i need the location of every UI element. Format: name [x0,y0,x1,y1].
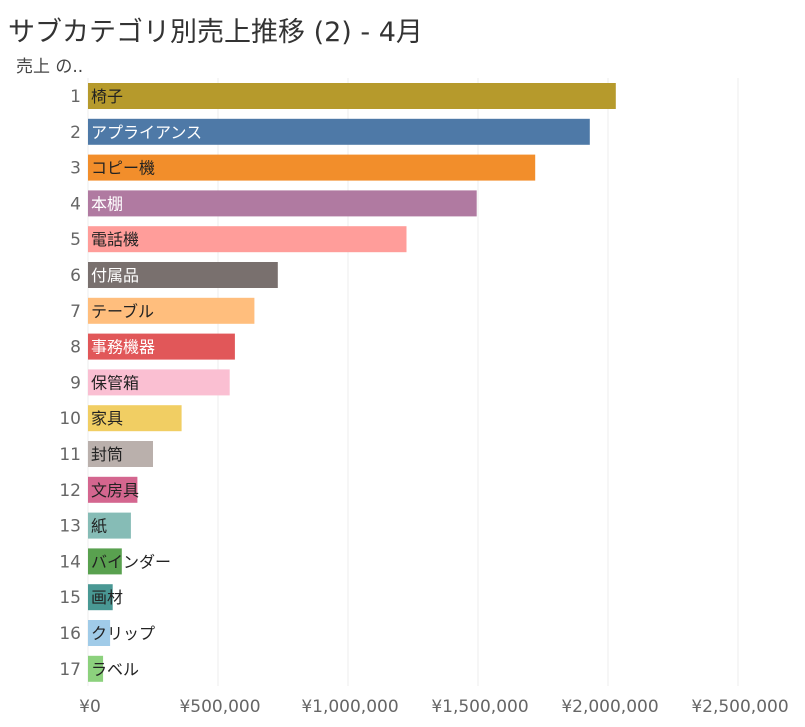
rank-label: 13 [59,517,81,537]
bar [88,262,278,288]
rank-label: 14 [59,552,81,572]
category-label: 紙 [91,517,107,536]
bar [88,369,230,396]
bar [88,441,153,467]
category-label: 画材 [91,588,123,607]
category-label: クリップ [91,624,155,643]
rank-label: 17 [59,660,81,680]
bar [88,476,138,503]
rank-label: 4 [70,194,81,214]
x-tick-label: ¥2,500,000 [691,697,788,717]
bar [88,548,122,575]
bar [88,512,131,539]
rank-label: 15 [59,588,81,608]
bars: 1 椅子 2 アプライアンス 3 コピー機 4 本棚 5 電話機 6 付属品 7 テーブル 8 事務機器 9 保管… [59,83,616,682]
x-tick-label: ¥500,000 [179,697,260,717]
category-label: 付属品 [91,266,139,285]
rank-label: 7 [70,302,81,322]
bar [88,655,104,682]
chart-title: サブカテゴリ別売上推移 (2) - 4月 [8,17,423,48]
category-label: ラベル [91,660,139,679]
category-label: 封筒 [91,445,123,464]
category-label: 電話機 [91,230,139,249]
category-label: 家具 [91,409,123,428]
x-tick-label: ¥0 [79,697,101,717]
bar [88,333,235,360]
category-label: 事務機器 [91,338,155,357]
bar [88,226,407,253]
x-axis-ticks: ¥0 ¥500,000 ¥1,000,000 ¥1,500,000 ¥2,000,000… [79,697,788,717]
bar [88,118,590,145]
rank-label: 5 [70,230,81,250]
category-label: バインダー [91,552,171,571]
rank-label: 1 [70,87,81,107]
rank-label: 3 [70,159,81,179]
y-axis-label: 売上 の.. [16,57,83,77]
x-tick-label: ¥2,000,000 [561,697,658,717]
bar [88,297,255,324]
bar [88,83,616,109]
bar [88,154,536,181]
rank-label: 11 [59,445,81,465]
x-tick-label: ¥1,000,000 [301,697,398,717]
rank-label: 12 [59,481,81,501]
rank-label: 2 [70,123,81,143]
category-label: 椅子 [91,87,123,106]
category-label: テーブル [91,302,154,321]
rank-label: 16 [59,624,81,644]
rank-label: 6 [70,266,81,286]
bar [88,584,113,611]
x-tick-label: ¥1,500,000 [431,697,528,717]
rank-label: 9 [70,373,81,393]
category-label: アプライアンス [91,123,202,142]
bar [88,190,477,217]
category-label: 本棚 [91,194,123,213]
rank-label: 8 [70,338,81,358]
bar [88,405,182,432]
rank-label: 10 [59,409,81,429]
category-label: コピー機 [91,159,155,178]
category-label: 保管箱 [91,373,139,392]
category-label: 文房具 [91,481,139,500]
bar [88,620,111,646]
